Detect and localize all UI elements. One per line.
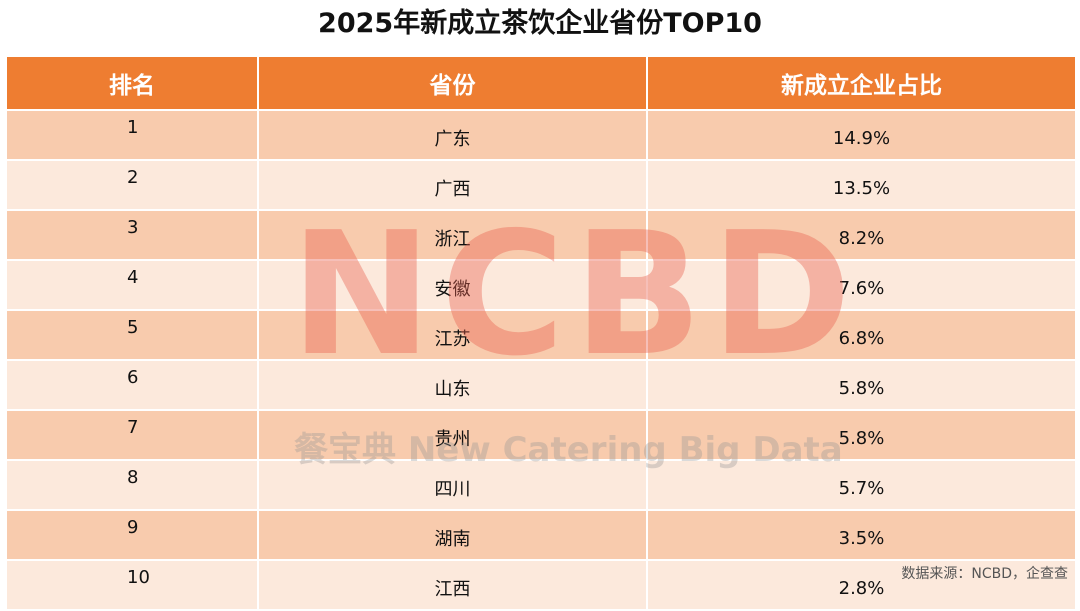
header-rank: 排名: [7, 57, 257, 109]
share-cell: 3.5%: [648, 511, 1075, 559]
rank-cell: 3: [7, 211, 257, 259]
province-cell: 安徽: [259, 261, 646, 309]
share-cell: 7.6%: [648, 261, 1075, 309]
page-title: 2025年新成立茶饮企业省份TOP10: [318, 8, 762, 39]
province-cell: 江苏: [259, 311, 646, 359]
rank-cell: 5: [7, 311, 257, 359]
table-row: 8 四川 5.7%: [7, 461, 1075, 509]
header-province: 省份: [259, 57, 646, 109]
province-cell: 江西: [259, 561, 646, 609]
rank-cell: 2: [7, 161, 257, 209]
rank-cell: 7: [7, 411, 257, 459]
ranking-table-container: 排名 省份 新成立企业占比 1 广东 14.9% 2 广西 13.5% 3 浙江…: [5, 55, 1075, 611]
table-row: 1 广东 14.9%: [7, 111, 1075, 159]
share-cell: 8.2%: [648, 211, 1075, 259]
table-row: 6 山东 5.8%: [7, 361, 1075, 409]
table-row: 4 安徽 7.6%: [7, 261, 1075, 309]
rank-cell: 1: [7, 111, 257, 159]
share-cell: 14.9%: [648, 111, 1075, 159]
rank-cell: 10: [7, 561, 257, 609]
rank-cell: 8: [7, 461, 257, 509]
table-header-row: 排名 省份 新成立企业占比: [7, 57, 1075, 109]
share-cell: 6.8%: [648, 311, 1075, 359]
data-source-note: 数据来源：NCBD，企查查: [901, 566, 1068, 582]
table-row: 3 浙江 8.2%: [7, 211, 1075, 259]
rank-cell: 9: [7, 511, 257, 559]
table-row: 7 贵州 5.8%: [7, 411, 1075, 459]
ranking-table: 排名 省份 新成立企业占比 1 广东 14.9% 2 广西 13.5% 3 浙江…: [5, 55, 1077, 611]
province-cell: 四川: [259, 461, 646, 509]
share-cell: 5.8%: [648, 361, 1075, 409]
province-cell: 湖南: [259, 511, 646, 559]
table-row: 9 湖南 3.5%: [7, 511, 1075, 559]
share-cell: 5.7%: [648, 461, 1075, 509]
table-row: 5 江苏 6.8%: [7, 311, 1075, 359]
rank-cell: 6: [7, 361, 257, 409]
share-cell: 5.8%: [648, 411, 1075, 459]
rank-cell: 4: [7, 261, 257, 309]
table-row: 2 广西 13.5%: [7, 161, 1075, 209]
province-cell: 广东: [259, 111, 646, 159]
province-cell: 广西: [259, 161, 646, 209]
header-share: 新成立企业占比: [648, 57, 1075, 109]
province-cell: 山东: [259, 361, 646, 409]
share-cell: 13.5%: [648, 161, 1075, 209]
province-cell: 贵州: [259, 411, 646, 459]
province-cell: 浙江: [259, 211, 646, 259]
